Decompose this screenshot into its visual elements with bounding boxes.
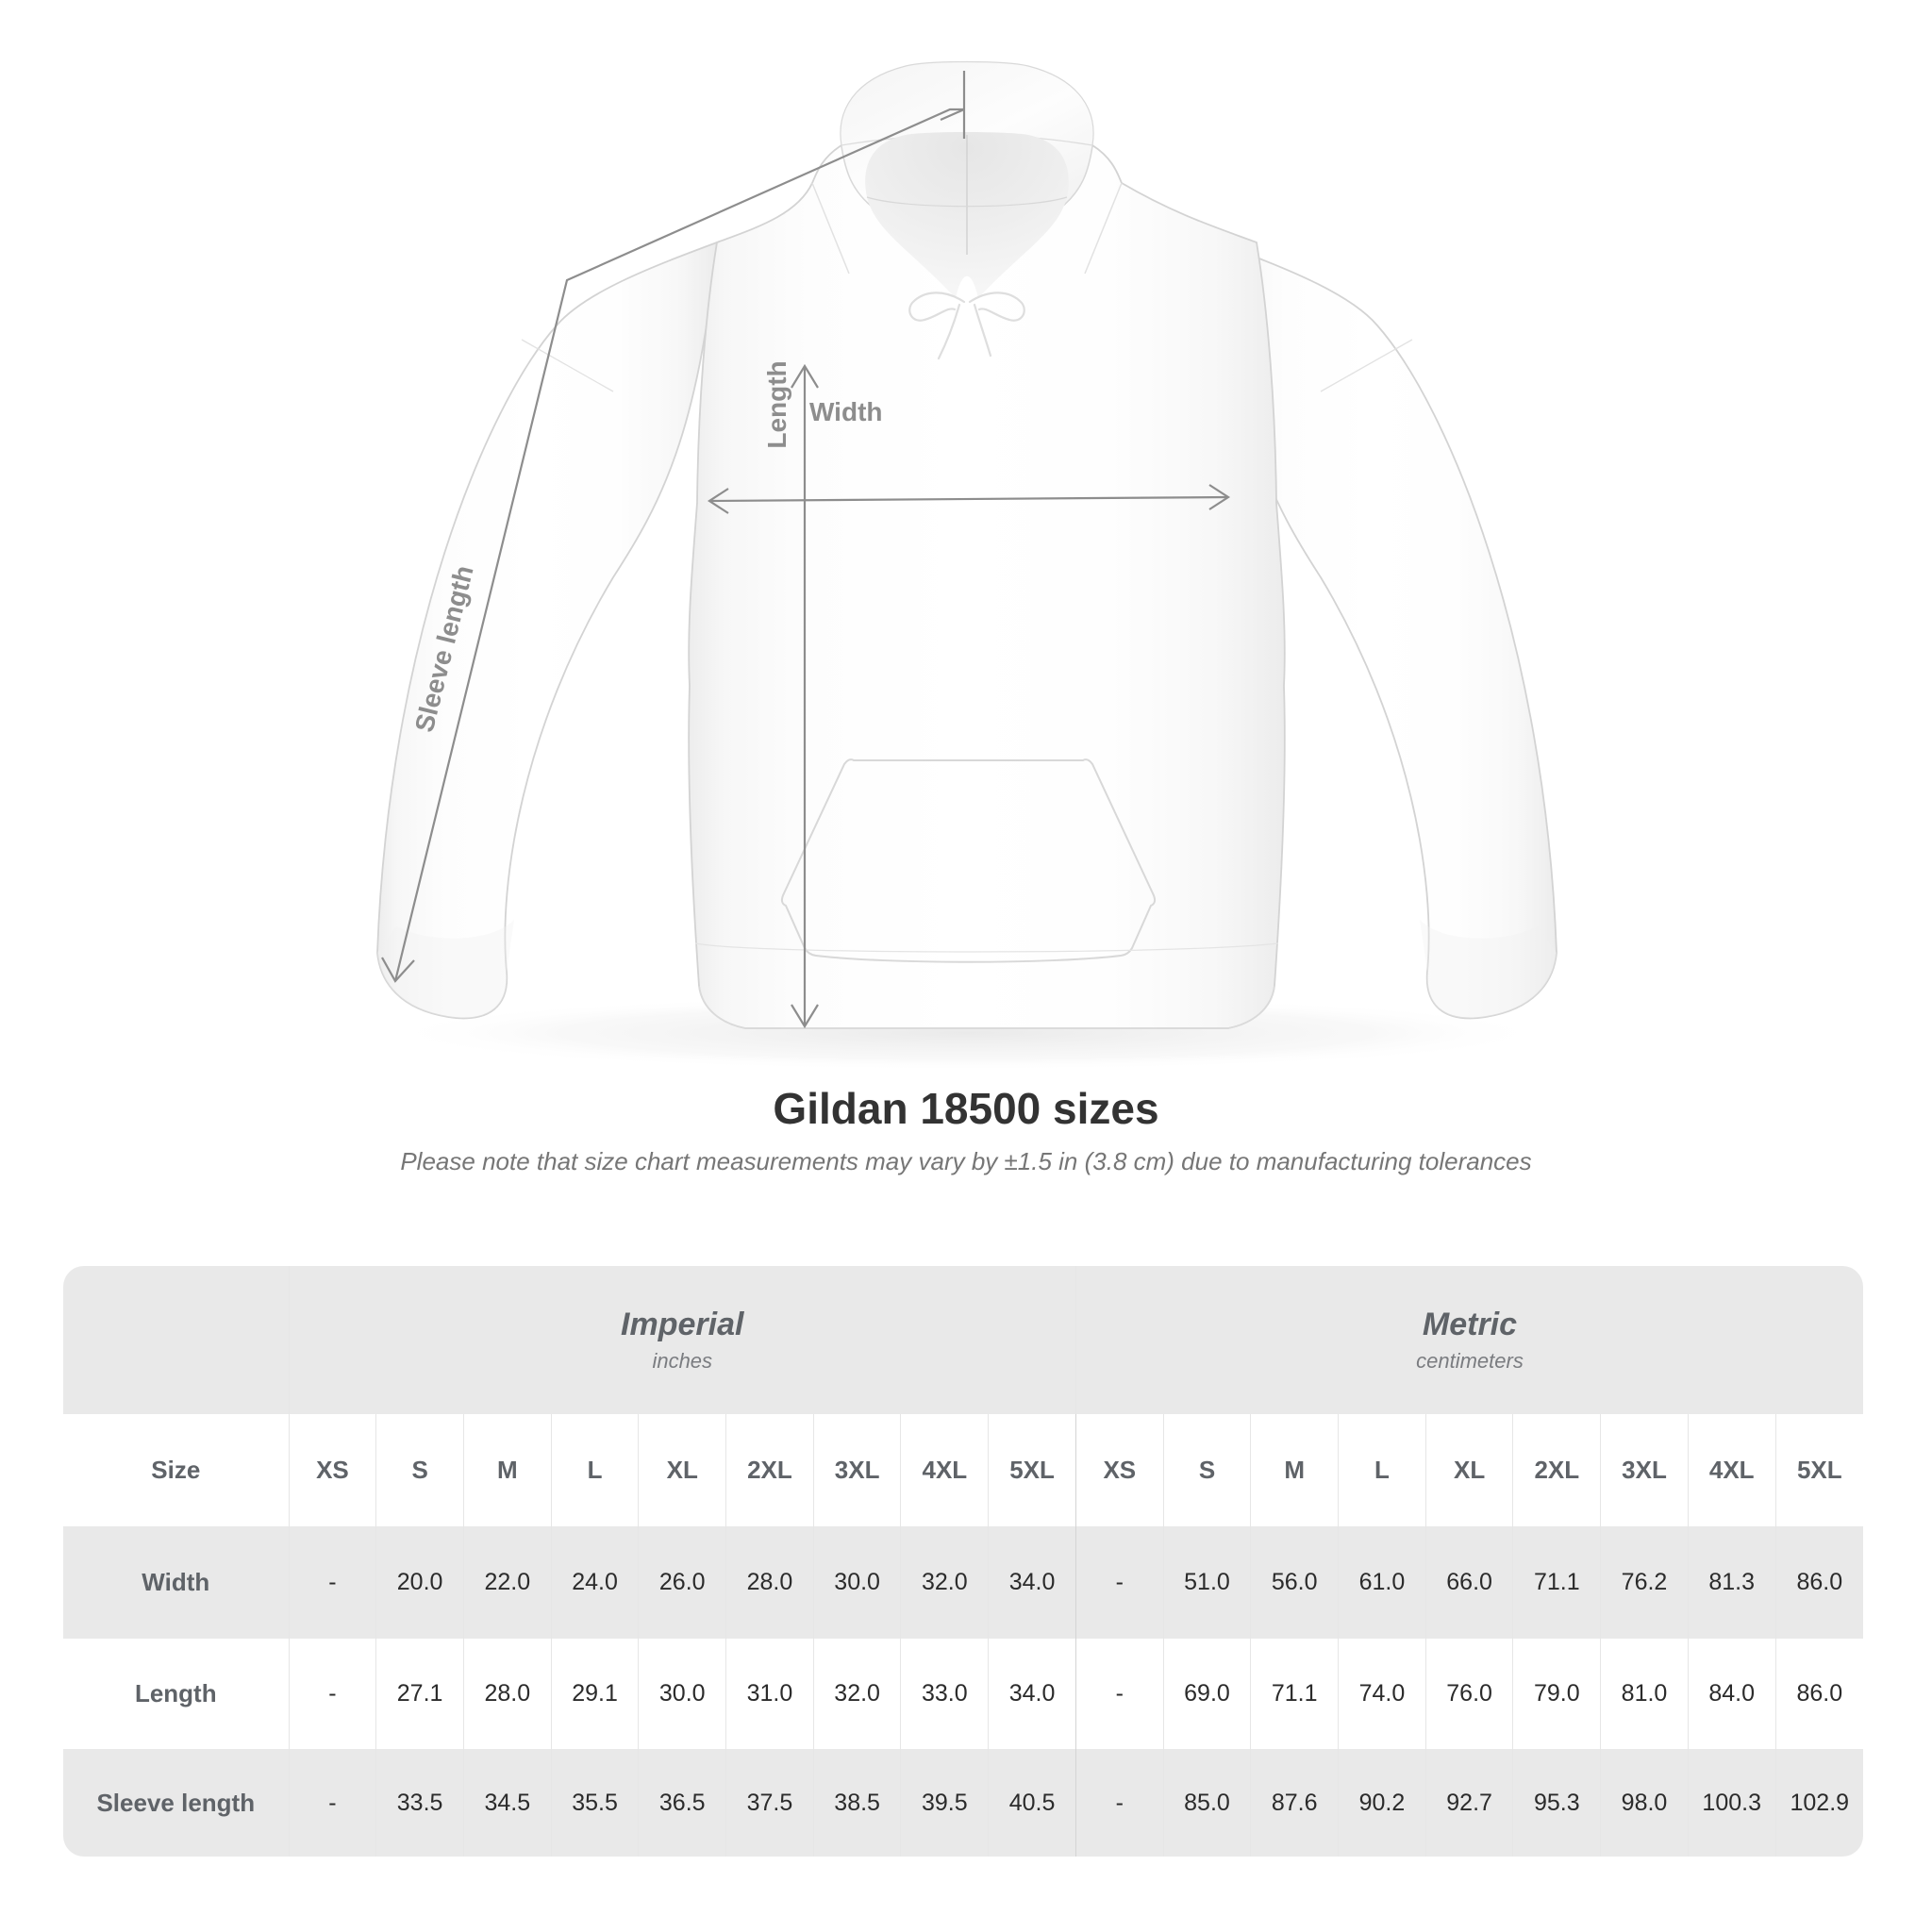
svg-text:Width: Width: [809, 397, 883, 426]
svg-text:Length: Length: [762, 360, 791, 448]
